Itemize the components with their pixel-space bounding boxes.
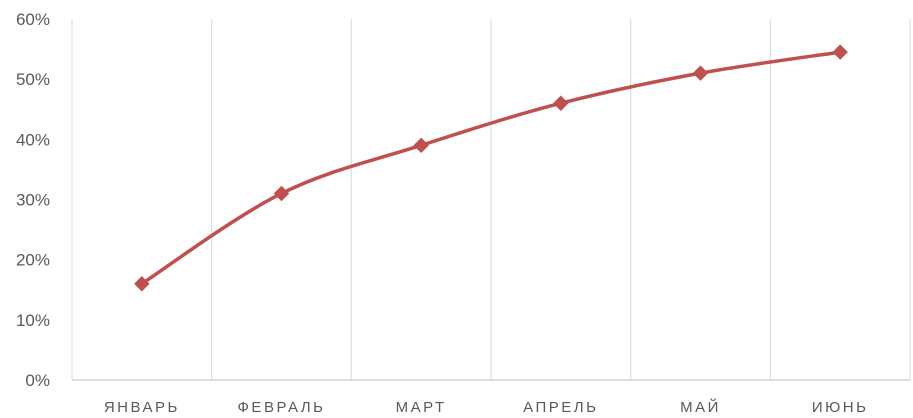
- x-category-label: МАРТ: [396, 399, 447, 416]
- data-point-marker: [692, 65, 709, 81]
- data-point-marker: [134, 276, 150, 292]
- data-point-marker: [273, 185, 290, 202]
- x-category-label: АПРЕЛЬ: [523, 399, 598, 416]
- y-tick-label: 50%: [16, 70, 50, 89]
- y-tick-label: 60%: [16, 10, 50, 29]
- series-layer: [134, 44, 848, 292]
- y-tick-label: 20%: [16, 251, 50, 270]
- series-line: [140, 50, 842, 286]
- data-point-marker: [832, 44, 848, 60]
- y-tick-label: 30%: [16, 191, 50, 210]
- y-tick-label: 0%: [25, 371, 50, 390]
- data-point-marker: [413, 137, 429, 154]
- y-tick-label: 10%: [16, 311, 50, 330]
- x-category-label: МАЙ: [680, 398, 721, 416]
- grid-layer: [71, 19, 911, 380]
- y-axis-tick-labels: 0% 10% 20% 30% 40% 50% 60%: [16, 10, 50, 390]
- data-point-marker: [553, 95, 569, 111]
- x-axis-category-labels: ЯНВАРЬ ФЕВРАЛЬ МАРТ АПРЕЛЬ МАЙ ИЮНЬ: [104, 398, 869, 416]
- y-tick-label: 40%: [16, 130, 50, 149]
- x-category-label: ИЮНЬ: [812, 399, 869, 416]
- x-category-label: ЯНВАРЬ: [104, 399, 180, 416]
- x-category-label: ФЕВРАЛЬ: [238, 399, 326, 416]
